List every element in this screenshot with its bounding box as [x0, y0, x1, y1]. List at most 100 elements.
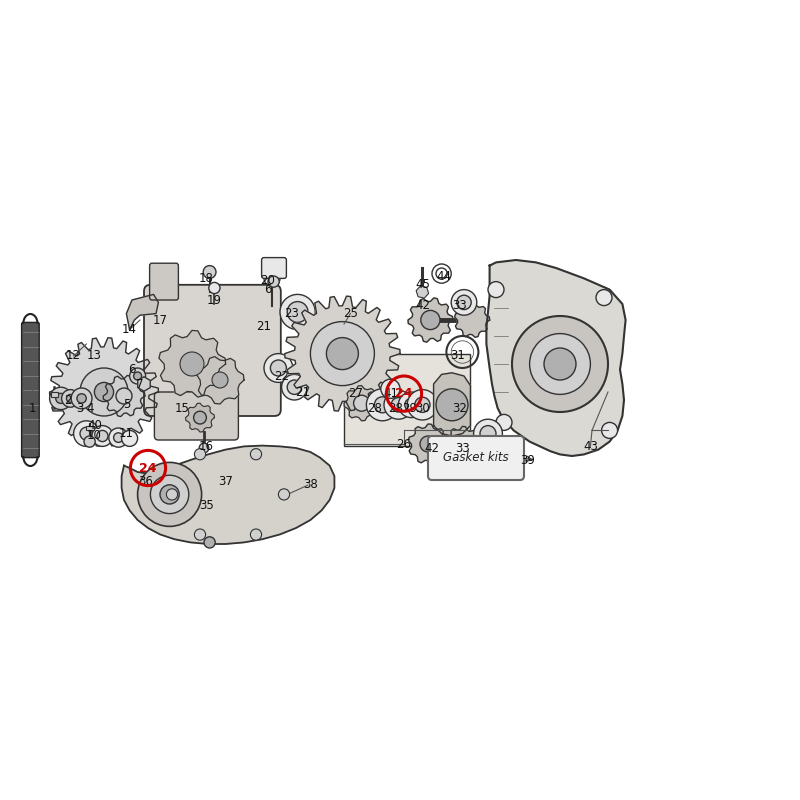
Text: 39: 39: [521, 454, 535, 466]
Text: 3: 3: [76, 402, 84, 414]
Circle shape: [457, 295, 471, 310]
FancyBboxPatch shape: [154, 392, 238, 440]
Circle shape: [310, 322, 374, 386]
Text: 21: 21: [257, 320, 271, 333]
Polygon shape: [445, 426, 480, 462]
Polygon shape: [408, 298, 453, 342]
Circle shape: [138, 462, 202, 526]
Text: 37: 37: [218, 475, 233, 488]
Circle shape: [602, 422, 618, 438]
Text: 41: 41: [383, 387, 398, 400]
Text: 30: 30: [415, 402, 430, 414]
Text: 27: 27: [349, 387, 363, 400]
Circle shape: [84, 436, 95, 447]
Circle shape: [436, 389, 468, 421]
Text: 22: 22: [274, 370, 289, 382]
Circle shape: [203, 266, 216, 278]
Circle shape: [354, 395, 370, 411]
Polygon shape: [434, 373, 470, 436]
Circle shape: [92, 426, 113, 446]
Circle shape: [114, 433, 123, 442]
FancyBboxPatch shape: [428, 436, 524, 480]
Text: 45: 45: [415, 278, 430, 290]
Text: 11: 11: [119, 427, 134, 440]
Text: 13: 13: [87, 350, 102, 362]
Circle shape: [194, 411, 206, 424]
Text: 20: 20: [261, 274, 275, 286]
Circle shape: [109, 428, 128, 447]
Text: 33: 33: [455, 442, 470, 454]
Circle shape: [451, 290, 477, 315]
Text: 24: 24: [139, 462, 157, 474]
FancyBboxPatch shape: [144, 285, 281, 416]
Circle shape: [496, 414, 512, 430]
Polygon shape: [408, 424, 448, 464]
Text: 40: 40: [87, 419, 102, 432]
Circle shape: [150, 475, 189, 514]
Circle shape: [280, 294, 315, 330]
Text: 29: 29: [402, 402, 417, 414]
Circle shape: [264, 270, 280, 286]
Circle shape: [391, 398, 406, 412]
Text: 2: 2: [64, 394, 72, 406]
Text: 12: 12: [66, 350, 81, 362]
FancyBboxPatch shape: [262, 258, 286, 278]
Text: 19: 19: [207, 294, 222, 306]
Circle shape: [194, 529, 206, 540]
Circle shape: [199, 443, 209, 453]
Circle shape: [71, 388, 92, 409]
Circle shape: [204, 537, 215, 548]
Circle shape: [384, 390, 413, 419]
Text: 17: 17: [153, 314, 167, 326]
FancyBboxPatch shape: [150, 263, 178, 300]
Circle shape: [287, 302, 308, 322]
Text: 25: 25: [343, 307, 358, 320]
Circle shape: [512, 316, 608, 412]
Circle shape: [80, 368, 128, 416]
Circle shape: [212, 372, 228, 388]
Circle shape: [544, 348, 576, 380]
Text: 43: 43: [583, 440, 598, 453]
Circle shape: [488, 282, 504, 298]
Circle shape: [530, 334, 590, 394]
Circle shape: [398, 392, 424, 418]
Text: 5: 5: [122, 398, 130, 411]
Circle shape: [480, 426, 496, 442]
Polygon shape: [197, 357, 244, 404]
Text: 1: 1: [28, 402, 36, 414]
Circle shape: [194, 449, 206, 460]
Circle shape: [278, 489, 290, 500]
Polygon shape: [126, 294, 158, 330]
Circle shape: [250, 449, 262, 460]
Text: 36: 36: [138, 475, 153, 488]
Circle shape: [66, 394, 74, 402]
Text: 26: 26: [397, 438, 411, 450]
Text: 14: 14: [122, 323, 137, 336]
Text: 16: 16: [199, 440, 214, 453]
Bar: [51, 392, 58, 397]
Polygon shape: [486, 260, 626, 456]
Text: 7: 7: [136, 378, 144, 390]
Circle shape: [209, 282, 220, 294]
Bar: [86, 426, 94, 430]
Circle shape: [407, 390, 438, 420]
Text: 28: 28: [389, 402, 403, 414]
Circle shape: [77, 394, 86, 403]
Text: 42: 42: [415, 299, 430, 312]
Text: 18: 18: [199, 272, 214, 285]
Circle shape: [264, 354, 293, 382]
Circle shape: [421, 310, 440, 330]
Circle shape: [97, 430, 108, 442]
Polygon shape: [122, 446, 334, 544]
Polygon shape: [159, 330, 226, 397]
Text: 10: 10: [87, 429, 102, 442]
Text: Gasket kits: Gasket kits: [443, 451, 509, 465]
Polygon shape: [103, 375, 145, 417]
Text: 42: 42: [425, 442, 439, 454]
FancyBboxPatch shape: [344, 354, 470, 446]
Circle shape: [326, 338, 358, 370]
Circle shape: [180, 352, 204, 376]
Circle shape: [56, 394, 66, 403]
Circle shape: [268, 276, 279, 287]
FancyBboxPatch shape: [22, 322, 39, 458]
